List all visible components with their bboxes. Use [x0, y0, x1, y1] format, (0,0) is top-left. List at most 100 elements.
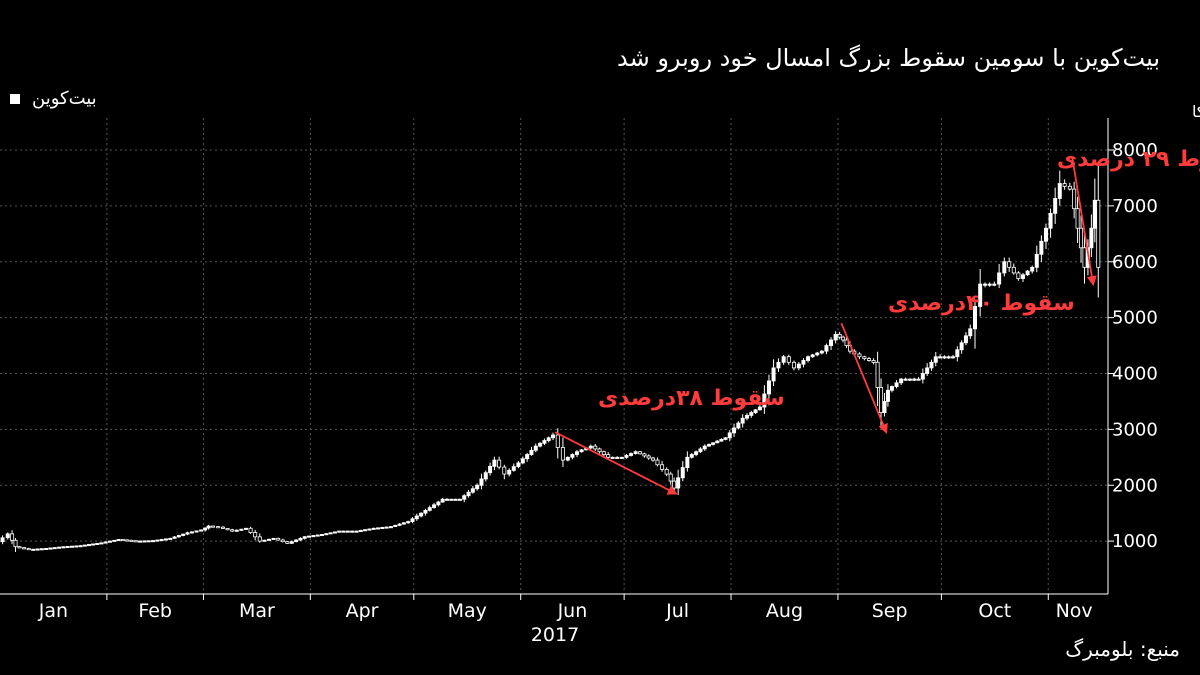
candle-body: [65, 546, 70, 549]
candle-body: [698, 448, 703, 453]
candle-body: [875, 361, 880, 388]
x-tick-label: Nov: [1056, 600, 1093, 622]
candle-body: [298, 537, 303, 541]
candle-body: [52, 547, 57, 550]
candle-body: [199, 529, 204, 532]
candle-body: [857, 353, 862, 358]
x-tick-label: Jan: [38, 600, 68, 622]
candle-body: [432, 504, 437, 508]
candle-body: [483, 472, 488, 480]
candle-body: [1082, 247, 1087, 268]
candle-body: [230, 529, 235, 532]
candle-body: [776, 361, 781, 369]
candle-body: [332, 531, 337, 534]
candle-body: [525, 454, 530, 460]
candle-body: [871, 360, 876, 363]
source-note: منبع: بلومبرگ: [1065, 637, 1180, 661]
candle-body: [929, 361, 934, 369]
candle-body: [606, 454, 611, 458]
candle-body: [488, 465, 493, 474]
candle-body: [593, 445, 598, 450]
candle-body: [955, 349, 960, 358]
candle-body: [633, 451, 638, 454]
candle-body: [646, 455, 651, 459]
candle-body: [1007, 261, 1012, 268]
candle-body: [99, 542, 104, 545]
candle-body: [363, 529, 368, 532]
x-tick-label: Feb: [138, 600, 172, 622]
candle-body: [1089, 227, 1094, 249]
candle-body: [48, 547, 53, 550]
candle-body: [138, 540, 143, 543]
candle-body: [702, 445, 707, 450]
candle-body: [26, 548, 31, 551]
candle-body: [129, 539, 134, 542]
candle-body: [44, 547, 49, 550]
candle-body: [715, 440, 720, 444]
candle-body: [723, 437, 728, 440]
candle-body: [78, 545, 83, 548]
candle-body: [668, 473, 673, 482]
candle-body: [597, 448, 602, 453]
candle-body: [565, 456, 570, 461]
candle-body: [266, 538, 271, 541]
candle-body: [0, 537, 5, 543]
annotation-label: سقوط ۴۰درصدی: [888, 291, 1075, 316]
candle-body: [907, 378, 912, 381]
candle-body: [502, 466, 507, 475]
candle-body: [740, 417, 745, 424]
candle-body: [757, 406, 762, 411]
candle-body: [694, 451, 699, 455]
candle-body: [388, 526, 393, 529]
candle-body: [638, 451, 643, 455]
candle-body: [69, 545, 74, 548]
candle-body: [925, 367, 930, 374]
annotation-label: سقوط ۲۹ درصدی: [1057, 147, 1200, 172]
candle-body: [920, 373, 925, 380]
candle-body: [457, 498, 462, 501]
candle-body: [685, 456, 690, 468]
candle-body: [762, 393, 767, 408]
candle-body: [345, 530, 350, 533]
candle-body: [1072, 188, 1077, 210]
candle-body: [61, 546, 66, 549]
annotations: سقوط ۳۸درصدی سقوط ۴۰درصدی سقوط ۲۹ درصدی: [554, 147, 1200, 495]
candle-body: [819, 350, 824, 354]
candle-body: [315, 534, 320, 537]
y-tick-label: 7000: [1112, 196, 1158, 217]
candle-body: [866, 358, 871, 361]
candle-body: [978, 283, 983, 307]
y-tick-label: 1000: [1112, 531, 1158, 552]
candle-body: [82, 544, 87, 547]
candle-body: [206, 525, 211, 529]
candle-body: [91, 543, 96, 546]
candle-body: [116, 539, 121, 542]
candle-body: [479, 478, 484, 486]
price-series: [0, 164, 1101, 553]
candle-body: [427, 507, 432, 511]
candle-body: [1039, 240, 1044, 255]
x-tick-label: Jul: [665, 600, 689, 622]
candle-body: [159, 539, 164, 542]
candle-body: [1020, 274, 1025, 279]
candle-body: [680, 467, 685, 479]
candle-body: [841, 336, 846, 341]
candle-body: [393, 524, 398, 527]
candle-body: [601, 451, 606, 455]
x-tick-label: Sep: [872, 600, 908, 622]
candle-body: [992, 283, 997, 286]
candle-body: [155, 539, 160, 542]
candle-body: [916, 378, 921, 381]
candle-body: [419, 512, 424, 517]
candle-body: [903, 378, 908, 381]
candle-body: [538, 442, 543, 447]
candle-body: [1062, 183, 1067, 187]
candle-body: [470, 488, 475, 493]
candle-body: [103, 541, 108, 544]
candle-body: [968, 328, 973, 337]
y-tick-label: 4000: [1112, 364, 1158, 385]
candle-body: [125, 539, 130, 542]
annotation-label: سقوط ۳۸درصدی: [598, 386, 785, 411]
candle-body: [453, 498, 458, 501]
